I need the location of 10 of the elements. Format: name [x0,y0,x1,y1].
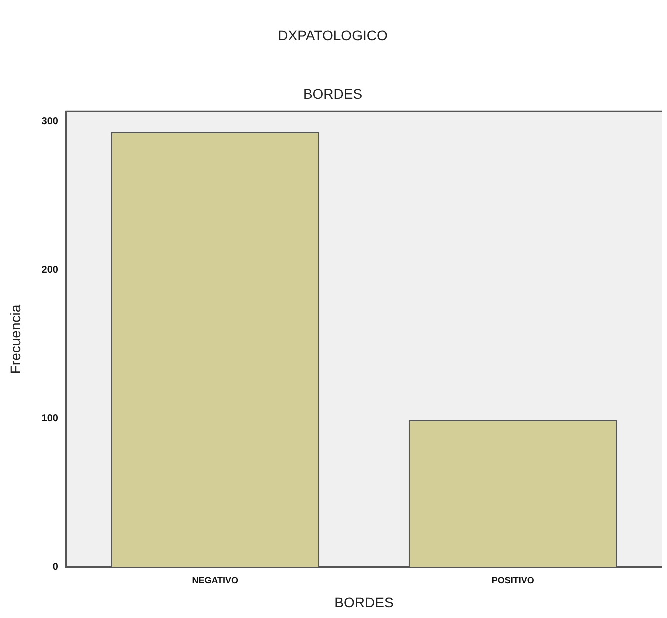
chart-title: DXPATOLOGICO [278,27,388,44]
y-axis-title: Frecuencia [7,304,24,374]
chart-subtitle: BORDES [303,86,363,102]
x-tick-label: NEGATIVO [192,575,239,586]
x-tick-label: POSITIVO [492,575,534,586]
y-tick-label: 300 [42,116,59,128]
y-tick-label: 200 [42,265,59,276]
y-tick-label: 0 [52,562,59,574]
x-axis-title: BORDES [334,594,394,610]
y-tick-label: 100 [42,414,59,425]
